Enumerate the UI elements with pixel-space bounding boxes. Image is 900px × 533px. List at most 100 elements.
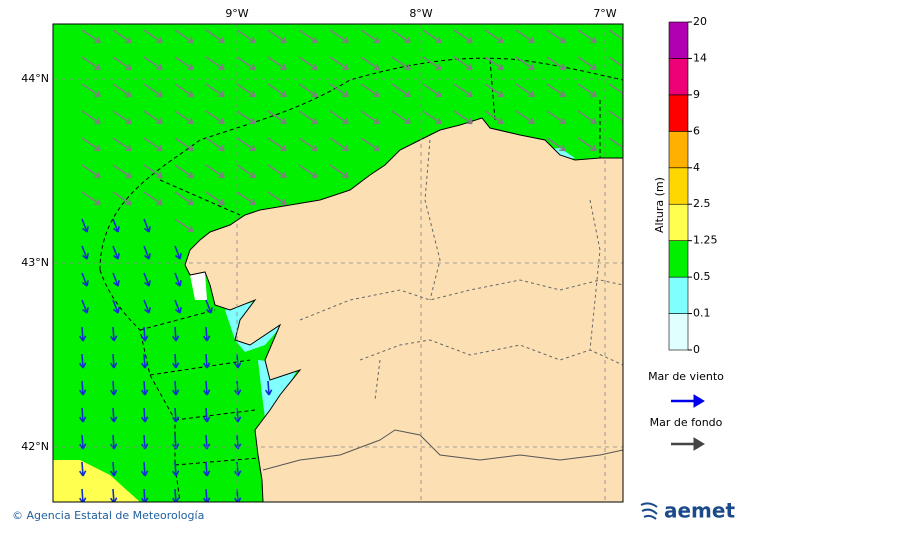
arrow — [174, 191, 194, 206]
arrow — [109, 488, 118, 502]
arrow — [174, 164, 194, 179]
arrow — [546, 29, 566, 44]
colorbar-segment — [668, 58, 689, 96]
arrow — [202, 488, 211, 502]
arrow — [391, 83, 411, 98]
legend-arrow — [671, 394, 705, 408]
arrow — [112, 272, 120, 287]
map-frame — [52, 23, 624, 503]
arrow — [112, 29, 132, 44]
arrow — [174, 56, 194, 71]
legend-label: Mar de viento — [648, 370, 724, 383]
arrow — [422, 29, 442, 44]
arrow — [391, 56, 411, 71]
arrow — [78, 488, 87, 502]
arrow — [236, 83, 256, 98]
lat-label: 44°N — [21, 72, 49, 85]
arrow — [515, 56, 535, 71]
arrow — [236, 110, 256, 125]
arrow — [78, 461, 87, 477]
arrow — [360, 29, 380, 44]
arrow — [174, 299, 182, 314]
arrow — [453, 110, 473, 125]
legend-label: Mar de fondo — [650, 416, 723, 429]
arrow — [112, 137, 132, 152]
arrow — [143, 164, 163, 179]
arrow — [171, 380, 180, 396]
arrow — [577, 137, 597, 152]
arrow — [453, 83, 473, 98]
arrow — [329, 56, 349, 71]
arrow — [484, 56, 504, 71]
colorbar-tick-label: 0.1 — [693, 307, 711, 320]
arrow — [109, 353, 118, 369]
arrow — [174, 110, 194, 125]
arrow — [577, 56, 597, 71]
arrow — [329, 137, 349, 152]
arrow — [577, 110, 597, 125]
arrow — [81, 29, 101, 44]
arrow — [484, 110, 504, 125]
high-wave-area — [53, 460, 140, 502]
arrow — [143, 272, 151, 287]
arrow — [143, 245, 151, 260]
arrow — [453, 56, 473, 71]
arrow — [78, 326, 87, 342]
arrow — [174, 137, 194, 152]
arrow — [205, 83, 225, 98]
arrow — [298, 56, 318, 71]
arrow — [267, 110, 287, 125]
arrow — [174, 83, 194, 98]
arrow — [171, 461, 180, 477]
arrow — [112, 56, 132, 71]
arrow — [81, 245, 89, 260]
arrow — [171, 353, 180, 369]
map — [53, 24, 623, 502]
arrow — [112, 218, 120, 233]
colorbar-segment — [668, 203, 689, 241]
arrow — [109, 407, 118, 423]
arrow — [391, 110, 411, 125]
arrow — [140, 461, 149, 477]
arrow — [608, 137, 623, 151]
arrow — [174, 245, 182, 260]
arrow — [267, 83, 287, 98]
colorbar-segment — [668, 240, 689, 278]
arrow — [112, 83, 132, 98]
arrow — [267, 56, 287, 71]
arrow — [298, 83, 318, 98]
arrow — [391, 29, 411, 44]
colorbar-segment — [668, 21, 689, 59]
arrow — [143, 137, 163, 152]
arrow — [546, 83, 566, 98]
arrow — [81, 191, 101, 206]
arrow — [78, 434, 87, 450]
arrow — [608, 83, 623, 97]
arrow — [515, 83, 535, 98]
arrow — [143, 56, 163, 71]
arrow — [143, 110, 163, 125]
graticule — [53, 24, 623, 502]
arrow — [546, 110, 566, 125]
arrow — [546, 56, 566, 71]
arrow — [112, 164, 132, 179]
arrow — [422, 110, 442, 125]
arrow — [140, 488, 149, 502]
arrow — [81, 299, 89, 314]
arrow — [577, 83, 597, 98]
province-border — [299, 139, 623, 401]
arrow — [608, 110, 623, 124]
arrow — [264, 380, 273, 396]
arrow — [205, 191, 225, 206]
arrow — [81, 83, 101, 98]
arrow — [233, 380, 242, 396]
arrow — [202, 353, 211, 369]
arrow — [140, 326, 149, 342]
colorbar-segment — [668, 313, 689, 351]
colorbar-segment — [668, 94, 689, 132]
arrow — [171, 488, 180, 502]
arrow — [515, 110, 535, 125]
arrow — [140, 407, 149, 423]
arrow — [109, 461, 118, 477]
